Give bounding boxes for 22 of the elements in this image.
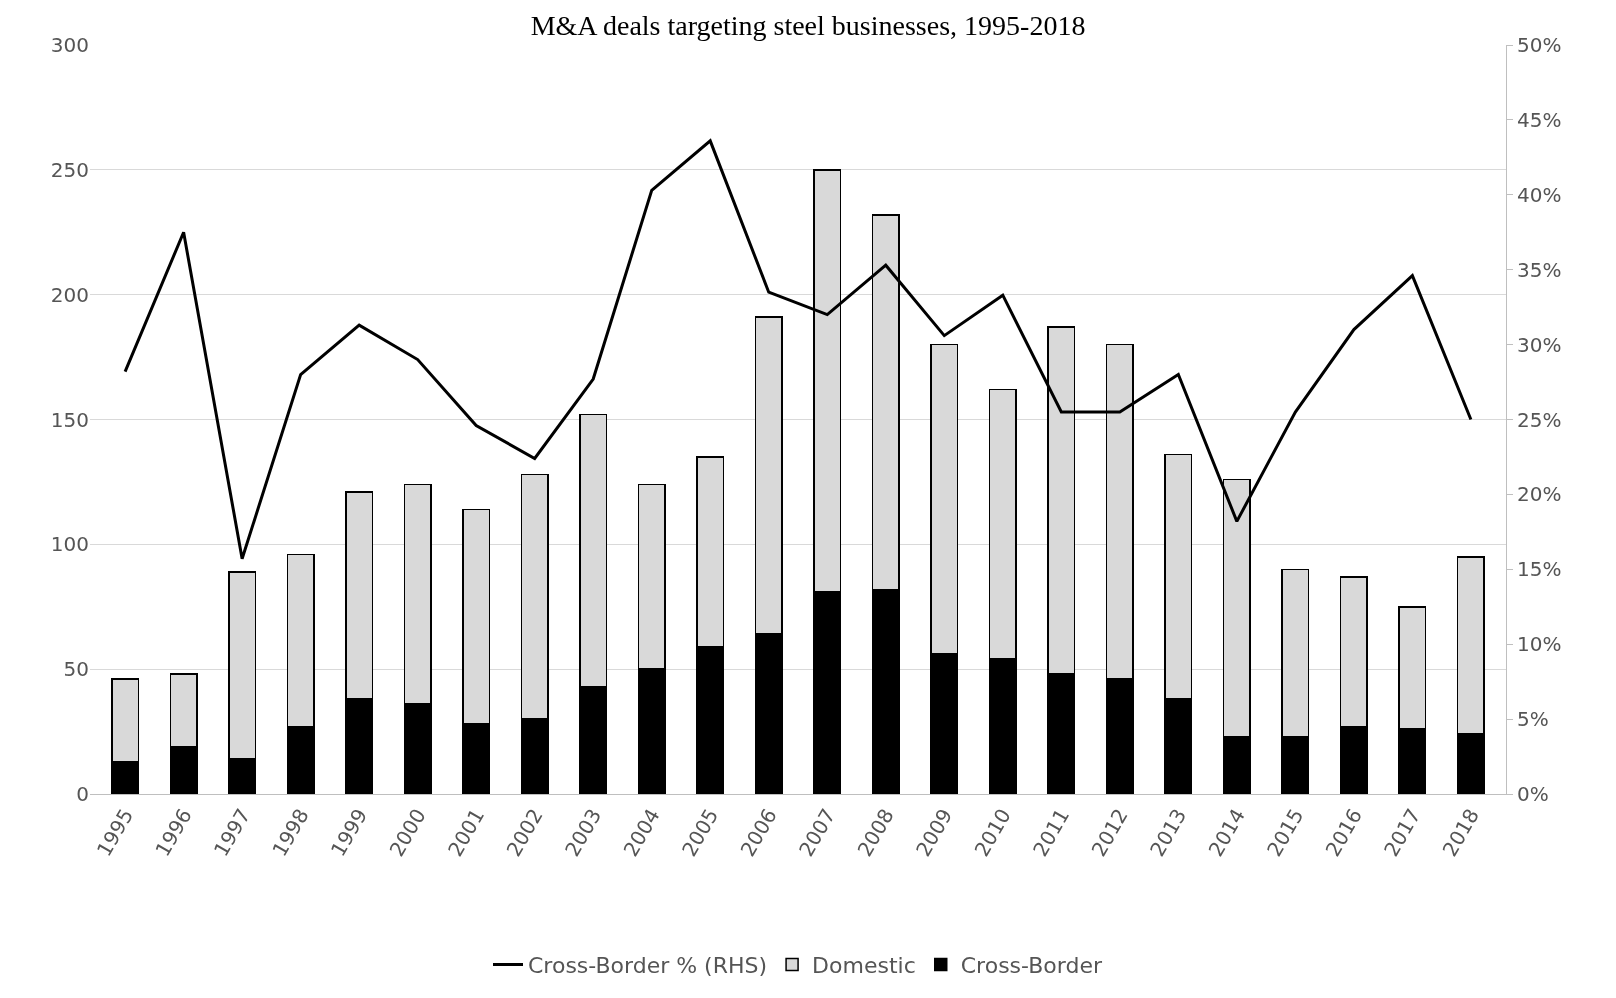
y-tick-label: 250 (50, 157, 89, 182)
y2-tick-label: 10% (1517, 632, 1562, 657)
y2-tick-label: 30% (1517, 332, 1562, 357)
y-tick-label: 150 (50, 407, 89, 432)
y2-tick-label: 5% (1517, 707, 1549, 732)
y2-tick-label: 35% (1517, 257, 1562, 282)
y-tick-label: 100 (50, 532, 89, 557)
y2-tick-label: 20% (1517, 482, 1562, 507)
y-tick-label: 200 (50, 282, 89, 307)
legend-label: Domestic (812, 953, 916, 979)
legend-label: Cross-Border % (RHS) (528, 953, 768, 979)
y2-tick-label: 15% (1517, 557, 1562, 582)
y-tick-label: 0 (76, 782, 89, 806)
y2-tick-label: 40% (1517, 182, 1562, 207)
y-tick-label: 50 (63, 657, 89, 682)
chart-title: M&A deals targeting steel businesses, 1995-2018 (530, 9, 1086, 41)
y2-tick-label: 0% (1517, 782, 1549, 806)
y-tick-label: 300 (50, 33, 89, 57)
legend-label: Cross-Border (960, 953, 1103, 979)
y2-tick-label: 45% (1517, 107, 1562, 132)
y2-tick-label: 50% (1517, 33, 1562, 57)
y2-tick-label: 25% (1517, 407, 1562, 432)
